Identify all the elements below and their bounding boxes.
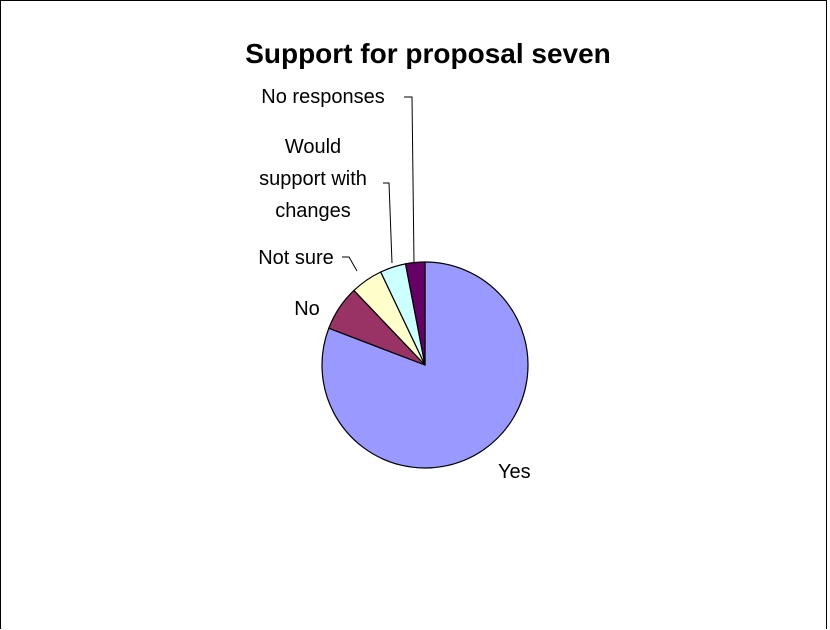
leader-line-no-responses xyxy=(404,96,415,264)
pie-slice-no-responses xyxy=(404,261,426,366)
slice-labels: Yes No Not sure Would support with changes No … xyxy=(258,86,530,483)
slice-label-no: No xyxy=(294,298,320,320)
slice-label-no-responses: No responses xyxy=(261,86,384,108)
leader-line-would-support-with-changes xyxy=(383,182,393,264)
chart-title: Support for proposal seven xyxy=(245,38,611,69)
slice-label-yes: Yes xyxy=(498,461,531,483)
pie-slices xyxy=(321,261,529,469)
slice-label-would-support-with-changes: Would support with changes xyxy=(259,136,367,222)
slice-label-not-sure: Not sure xyxy=(258,247,334,269)
leader-lines xyxy=(342,96,415,272)
leader-line-not-sure xyxy=(342,256,358,272)
